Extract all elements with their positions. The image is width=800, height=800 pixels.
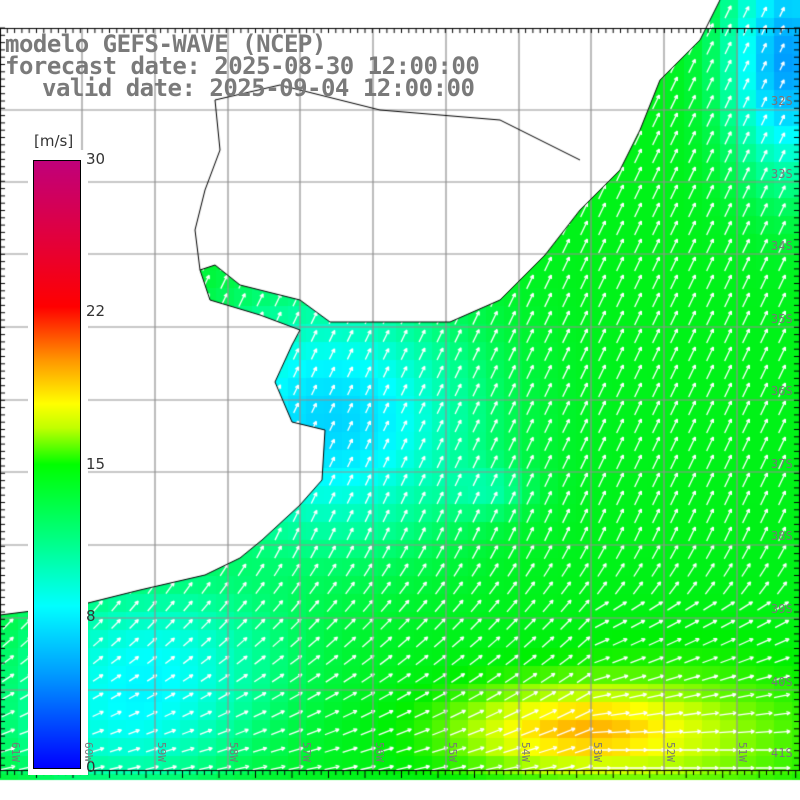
lat-label: 33S: [771, 167, 793, 181]
lon-label: 57W: [300, 742, 313, 762]
lat-label: 39S: [771, 602, 793, 616]
colorbar-tick-30: 30: [86, 150, 106, 168]
lat-label: 38S: [771, 529, 793, 543]
lat-label: 36S: [771, 384, 793, 398]
lon-label: 61W: [9, 742, 22, 762]
lat-label: 41S: [771, 746, 793, 760]
lat-label: 37S: [771, 457, 793, 471]
colorbar-tick-15: 15: [86, 455, 106, 473]
lon-label: 52W: [664, 742, 677, 762]
forecast-date: forecast date: 2025-08-30 12:00:00: [5, 52, 480, 80]
lon-label: 53W: [591, 742, 604, 762]
colorbar-unit: [m/s]: [32, 132, 76, 150]
lat-label: 40S: [771, 675, 793, 689]
lat-label: 32S: [771, 94, 793, 108]
colorbar-tick-8: 8: [86, 607, 96, 625]
lon-label: 60W: [82, 742, 95, 762]
lon-label: 58W: [227, 742, 240, 762]
colorbar-tick-22: 22: [86, 302, 106, 320]
lon-label: 56W: [373, 742, 386, 762]
colorbar-tick-0: 0: [86, 758, 96, 776]
lon-label: 55W: [446, 742, 459, 762]
model-title: modelo GEFS-WAVE (NCEP): [5, 30, 326, 58]
lon-label: 59W: [155, 742, 168, 762]
colorbar: [33, 160, 81, 769]
lon-label: 51W: [736, 742, 749, 762]
lat-label: 34S: [771, 239, 793, 253]
lon-label: 54W: [519, 742, 532, 762]
lat-label: 35S: [771, 312, 793, 326]
valid-date: valid date: 2025-09-04 12:00:00: [42, 74, 475, 102]
